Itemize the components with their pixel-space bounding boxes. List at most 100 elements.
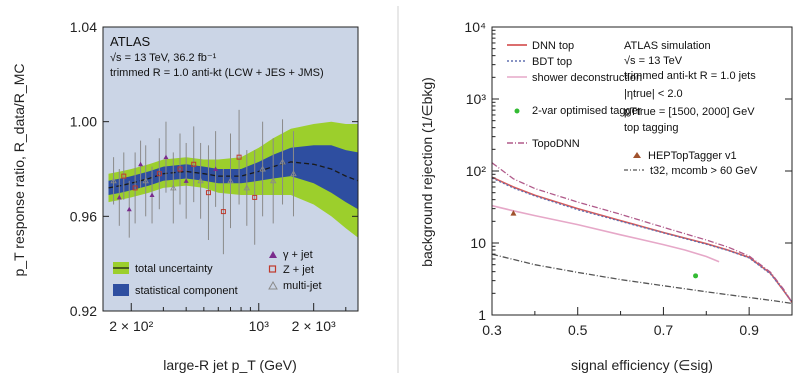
y-tick-label: 0.92 <box>70 303 97 319</box>
marker-gamma-jet <box>116 194 122 200</box>
right-series <box>491 162 793 305</box>
legend-label-bdt-top: BDT top <box>532 56 572 68</box>
data-point-z-jet <box>121 152 127 200</box>
data-point-z-jet <box>132 152 138 224</box>
right-annotation-top-tagging: top tagging <box>624 122 678 134</box>
right-plot-area <box>492 27 792 315</box>
y-tick-label: 0.96 <box>70 208 97 224</box>
data-point-multi-jet <box>197 142 204 219</box>
x-tick-label: 10³ <box>249 318 270 334</box>
data-point-gamma-jet <box>213 131 219 207</box>
left-panel: 0.92 0.96 1.00 1.04 2 × 10² 10³ 2 × 10³ large… <box>0 0 392 379</box>
right-legend: DNN top BDT top shower deconstruction 2-… <box>507 40 758 177</box>
data-point-gamma-jet <box>126 180 132 238</box>
legend-label-multijet: multi-jet <box>283 280 322 292</box>
left-y-axis-label: p_T response ratio, R_data/R_MC <box>11 64 27 277</box>
marker-z-jet <box>177 166 183 172</box>
left-annotation-atlas: ATLAS <box>110 34 151 49</box>
data-point-multi-jet <box>243 150 251 226</box>
marker-z-jet <box>205 190 211 196</box>
y-tick-label: 10³ <box>466 91 487 107</box>
data-point-z-jet <box>205 145 211 240</box>
x-tick-label: 0.5 <box>568 322 588 338</box>
data-point-gamma-jet <box>138 140 144 188</box>
right-y-ticks: 1 10 10² 10³ 10⁴ <box>464 19 792 323</box>
marker-z-jet <box>220 209 226 215</box>
y-tick-label: 1.04 <box>70 19 97 35</box>
legend-label-shower-deconstruction: shower deconstruction <box>532 72 642 84</box>
left-x-axis-label: large-R jet p_T (GeV) <box>163 357 297 373</box>
y-tick-label: 10⁴ <box>464 19 486 35</box>
marker-multijet <box>269 177 277 184</box>
legend-marker-z-jet <box>268 265 277 273</box>
marker-z-jet <box>191 161 197 167</box>
right-annotations: ATLAS simulation √s = 13 TeV trimmed ant… <box>624 40 756 134</box>
right-panel: 1 10 10² 10³ 10⁴ 0.3 0.5 0.7 0.9 signal efficie… <box>419 19 793 373</box>
left-x-ticks: 2 × 10² 10³ 2 × 10³ <box>109 303 347 334</box>
left-data-points <box>110 109 297 255</box>
series-line-0 <box>491 176 793 303</box>
marker-heptoptagger <box>510 210 517 216</box>
data-point-z-jet <box>156 138 162 210</box>
marker-multijet <box>110 177 117 184</box>
left-annotation-jets: trimmed R = 1.0 anti-kt (LCW + JES + JMS… <box>110 67 324 79</box>
y-tick-label: 1.00 <box>70 114 97 130</box>
data-point-multi-jet <box>269 138 277 224</box>
legend-label-total-uncertainty: total uncertainty <box>135 263 213 275</box>
legend-label-t32: t32, mcomb > 60 GeV <box>650 165 758 177</box>
marker-z-jet <box>236 154 242 160</box>
data-point-z-jet <box>177 133 183 205</box>
data-point-multi-jet <box>227 133 234 229</box>
legend-label-2var: 2-var optimised tagger <box>532 105 642 117</box>
y-tick-label: 10² <box>466 163 487 179</box>
series-line-2 <box>491 204 720 263</box>
x-tick-label: 2 × 10² <box>109 318 153 334</box>
data-point-multi-jet <box>279 119 286 205</box>
x-tick-label: 0.9 <box>739 322 759 338</box>
right-annotation-pt: pTtrue = [1500, 2000] GeV <box>624 106 755 118</box>
marker-gamma-jet <box>126 206 132 212</box>
data-point-z-jet <box>191 126 197 203</box>
data-point-z-jet <box>220 169 226 255</box>
marker-multijet <box>197 177 204 184</box>
marker-z-jet <box>132 185 138 191</box>
marker-gamma-jet <box>163 154 169 160</box>
statistical-uncertainty-band <box>108 145 358 210</box>
legend-label-heptoptagger: HEPTopTagger v1 <box>648 150 737 162</box>
marker-2var-optimised-tagger <box>693 273 699 279</box>
right-annotation-eta: |ηtrue| < 2.0 <box>624 88 683 100</box>
legend-label-topodnn: TopoDNN <box>532 138 580 150</box>
legend-label-gamma-jet: γ + jet <box>283 249 313 261</box>
data-point-gamma-jet <box>183 142 189 219</box>
data-point-multi-jet <box>110 157 117 205</box>
marker-z-jet <box>156 171 162 177</box>
marker-gamma-jet <box>183 178 189 183</box>
left-legend: total uncertainty statistical component … <box>113 249 322 297</box>
data-point-gamma-jet <box>163 121 169 193</box>
right-annotation-jets: trimmed anti-kt R = 1.0 jets <box>624 70 756 82</box>
legend-label-statistical: statistical component <box>135 285 238 297</box>
legend-label-z-jet: Z + jet <box>283 264 314 276</box>
x-tick-label: 0.7 <box>654 322 674 338</box>
right-annotation-energy: √s = 13 TeV <box>624 55 683 67</box>
data-point-z-jet <box>236 109 242 205</box>
right-x-axis-label: signal efficiency (∈sig) <box>571 357 713 373</box>
legend-label-shower-deconstruction-text: shower deconstruction <box>532 72 642 84</box>
data-point-multi-jet <box>259 121 266 217</box>
series-line-3 <box>491 162 793 303</box>
data-point-gamma-jet <box>116 169 122 226</box>
series-line-4 <box>491 253 793 305</box>
marker-gamma-jet <box>213 166 219 171</box>
y-tick-label: 10 <box>470 235 486 251</box>
legend-swatch-statistical <box>113 284 129 296</box>
data-point-multi-jet <box>170 152 177 224</box>
x-tick-label: 0.3 <box>482 322 502 338</box>
data-point-multi-jet <box>142 145 149 217</box>
right-annotation-atlas-sim: ATLAS simulation <box>624 40 711 52</box>
right-y-axis-label: background rejection (1/∈bkg) <box>419 77 435 267</box>
left-y-ticks: 0.92 0.96 1.00 1.04 <box>70 19 358 319</box>
data-point-gamma-jet <box>149 166 155 224</box>
marker-multijet <box>142 177 149 184</box>
y-tick-label: 1 <box>478 307 486 323</box>
